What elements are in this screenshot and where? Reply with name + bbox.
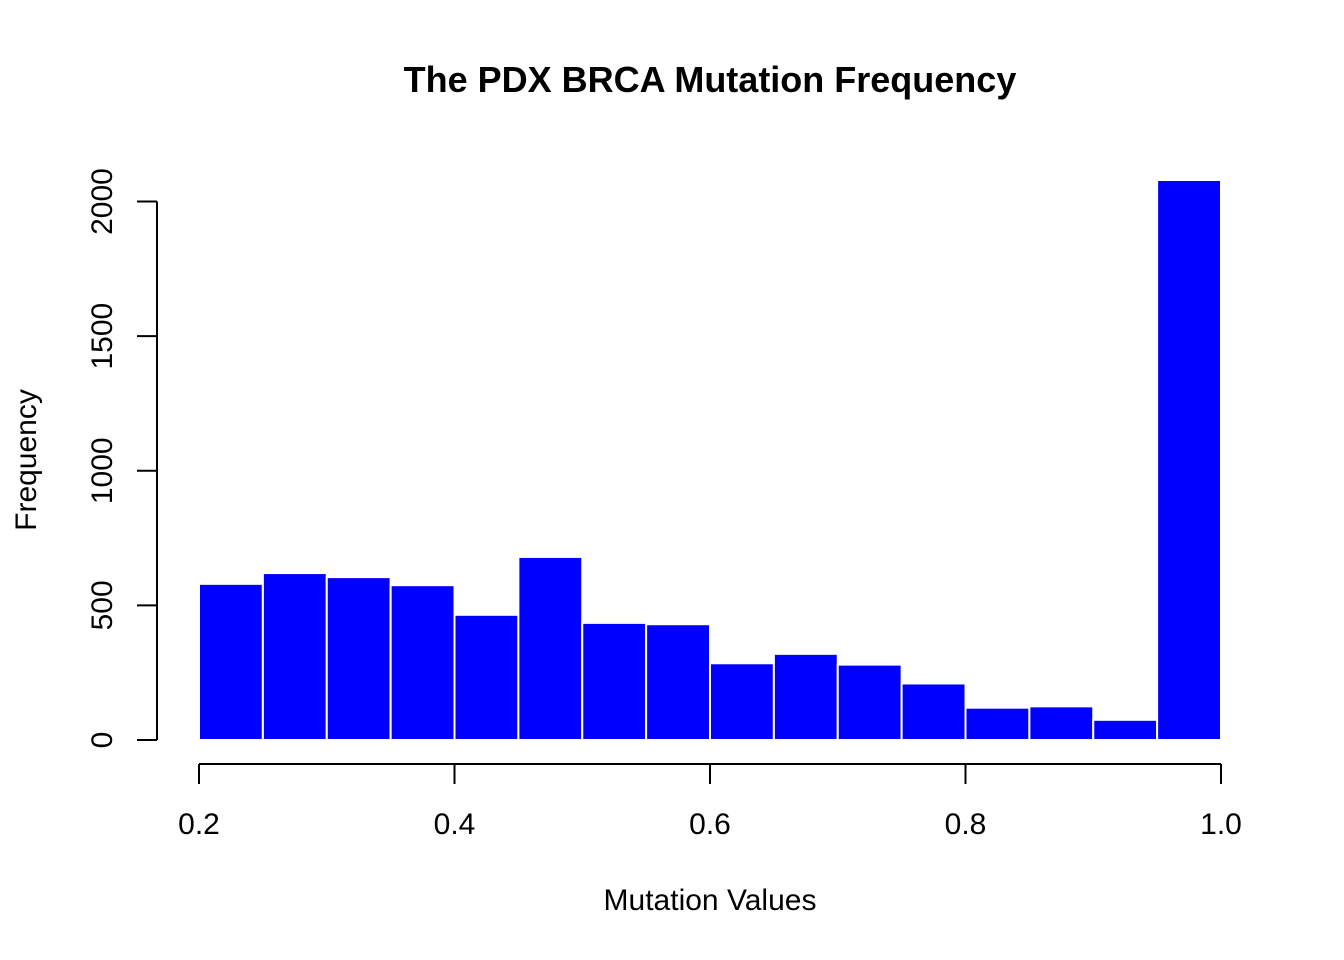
- x-tick-label: 0.4: [434, 808, 476, 841]
- y-tick-label: 1500: [86, 303, 119, 370]
- histogram-bar: [709, 662, 775, 741]
- chart-title: The PDX BRCA Mutation Frequency: [404, 59, 1017, 100]
- histogram-bar: [836, 663, 903, 741]
- y-tick-label: 2000: [86, 168, 119, 235]
- x-tick-label: 1.0: [1200, 808, 1242, 841]
- histogram-bar: [198, 582, 264, 741]
- histogram-bar: [772, 652, 839, 741]
- x-tick-label: 0.8: [945, 808, 987, 841]
- histogram-bar: [325, 576, 392, 741]
- histogram-bar: [900, 682, 967, 742]
- histogram-bar: [453, 613, 520, 741]
- histogram-bar: [581, 621, 648, 742]
- y-axis-label: Frequency: [10, 389, 43, 531]
- histogram-bar: [1028, 705, 1095, 741]
- histogram-bar: [389, 584, 456, 742]
- y-tick-label: 1000: [86, 437, 119, 504]
- histogram-bar: [645, 623, 711, 742]
- bars-group: [198, 179, 1222, 742]
- y-tick-label: 0: [86, 732, 119, 749]
- x-tick-label: 0.6: [689, 808, 731, 841]
- histogram-bar: [964, 706, 1031, 742]
- histogram-bar: [517, 555, 584, 742]
- x-axis: 0.2 0.4 0.6 0.8 1.0: [178, 763, 1242, 841]
- x-axis-label: Mutation Values: [604, 884, 817, 917]
- histogram-bar: [261, 572, 328, 741]
- histogram-bar: [1092, 718, 1159, 741]
- y-axis: 0 500 1000 1500 2000: [86, 168, 158, 749]
- y-tick-label: 500: [86, 580, 119, 630]
- histogram-bar: [1156, 179, 1222, 741]
- x-tick-label: 0.2: [178, 808, 220, 841]
